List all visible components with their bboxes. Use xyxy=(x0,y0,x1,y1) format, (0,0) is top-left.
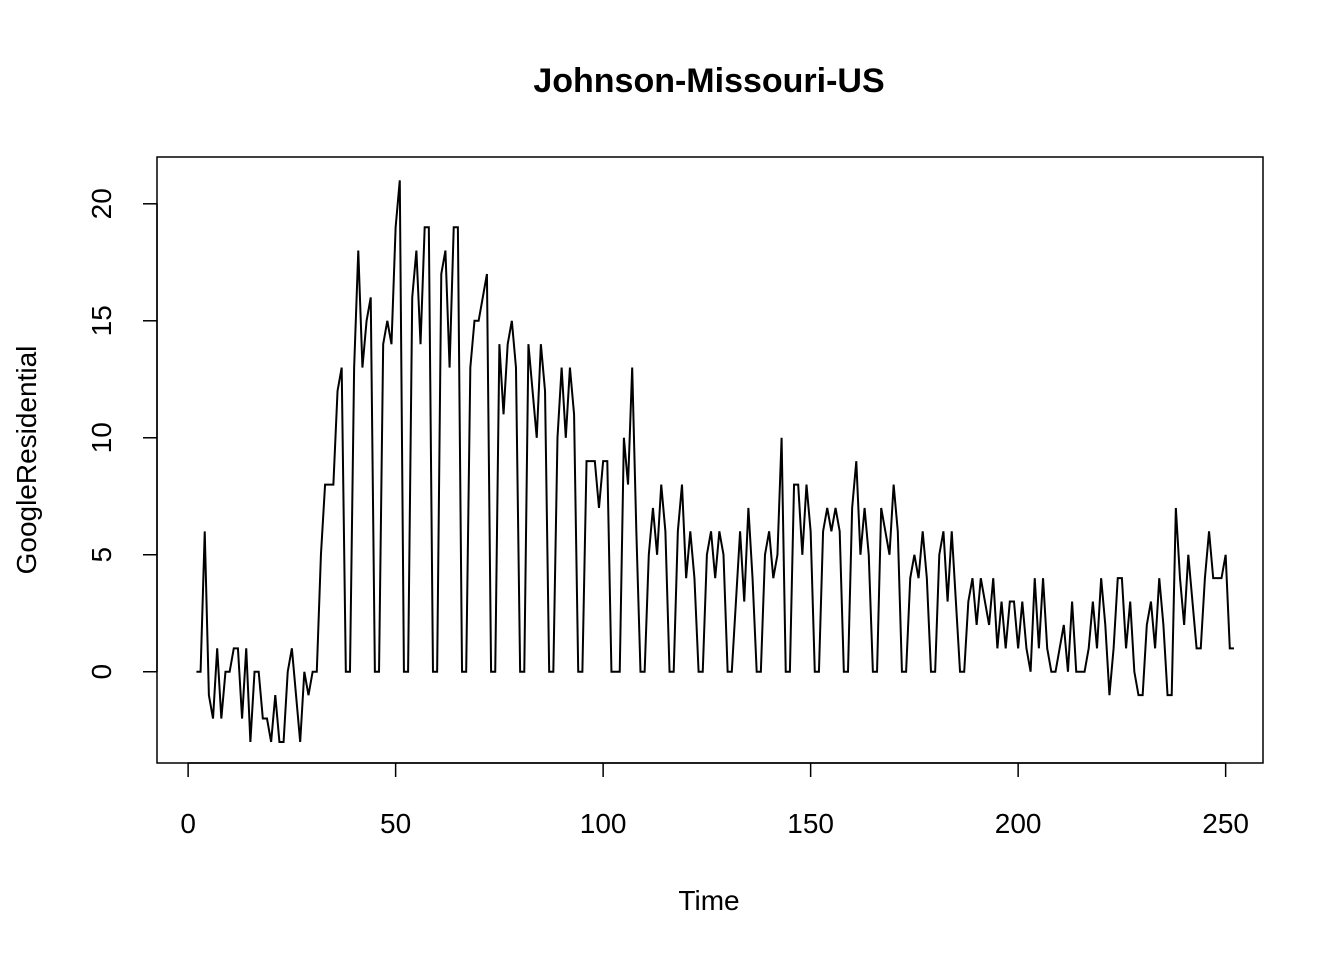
y-axis: 0 5 10 15 20 xyxy=(86,188,158,680)
y-tick-label: 15 xyxy=(86,305,117,336)
x-tick-label: 100 xyxy=(580,808,627,839)
x-axis-label: Time xyxy=(678,885,739,916)
y-tick-label: 5 xyxy=(86,547,117,563)
series-layer xyxy=(196,180,1234,743)
x-tick-label: 150 xyxy=(787,808,834,839)
y-axis-label: GoogleResidential xyxy=(11,346,42,575)
x-tick-label: 250 xyxy=(1202,808,1249,839)
x-tick-label: 0 xyxy=(180,808,196,839)
y-tick-label: 0 xyxy=(86,664,117,680)
x-tick-label: 50 xyxy=(380,808,411,839)
y-tick-label: 10 xyxy=(86,422,117,453)
y-tick-label: 20 xyxy=(86,188,117,219)
x-axis: 0 50 100 150 200 250 xyxy=(180,762,1249,839)
series-line xyxy=(196,180,1234,743)
plot-frame xyxy=(156,156,1264,764)
x-tick-label: 200 xyxy=(995,808,1042,839)
chart-title: Johnson-Missouri-US xyxy=(533,62,884,100)
